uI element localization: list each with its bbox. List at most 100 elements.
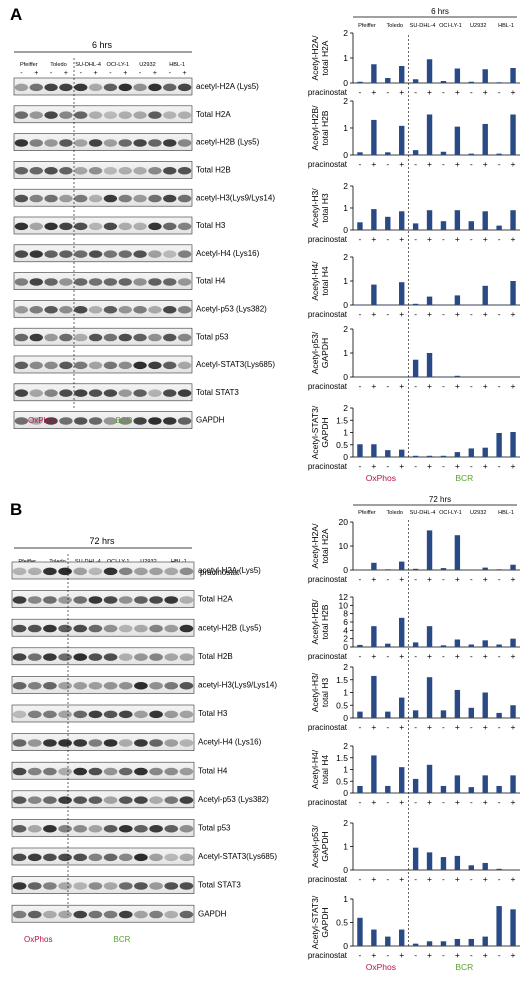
blot-band [88, 167, 103, 175]
x-tick-label: + [399, 461, 404, 471]
x-tick-label: + [455, 574, 460, 584]
chart-cell-line-label: Toledo [387, 510, 403, 516]
blot-band [43, 853, 57, 862]
chart-cell-line-label: U2932 [470, 510, 486, 516]
blot-band [134, 739, 148, 747]
blot-band [163, 389, 177, 397]
x-tick-label: + [455, 234, 460, 244]
y-axis-label: Acetyl-H2A/total H2A [310, 35, 330, 81]
bar [357, 444, 363, 457]
western-blot-panel-b: 72 hrs PfeifferToledoSU-DHL-4OCI-LY-1U29… [11, 536, 277, 944]
blot-band [73, 710, 88, 719]
blot-band [103, 361, 118, 370]
blot-band [177, 361, 192, 370]
x-tick-label: + [371, 234, 376, 244]
x-tick-label: - [359, 234, 362, 244]
blot-band [88, 83, 103, 92]
bar [468, 787, 474, 793]
bar [454, 452, 461, 457]
x-tick-label: - [386, 461, 389, 471]
blot-band [43, 682, 57, 690]
bar [412, 303, 419, 305]
blot-band [88, 710, 103, 719]
bar-chart: 012- + - + - + - + - + - +pracinostatAcetyl-p53/GAP… [308, 324, 520, 391]
blot-band [118, 361, 132, 370]
blot-label: Acetyl-H4 (Lys16) [198, 738, 262, 747]
blot-label: acetyl-H3(Lys9/Lys14) [198, 680, 277, 689]
blot-band [58, 624, 72, 633]
blot-band [118, 825, 133, 833]
y-axis-label: Acetyl-p53/GAPDH [310, 331, 330, 374]
bcr-label: BCR [116, 416, 133, 425]
blot-band [12, 653, 27, 661]
bar [385, 569, 391, 570]
blot-band [58, 682, 72, 690]
bar-chart: 00.51- + - + - + - + - + - +pracinostatAcetyl-STAT3… [308, 894, 520, 960]
x-tick-label: + [483, 234, 488, 244]
bar-chart: 012- + - + - + - + - + - +pracinostatAcetyl-H4/tota… [308, 252, 520, 319]
x-tick-label: - [442, 234, 445, 244]
bar [399, 561, 405, 570]
blot-label: Total H4 [198, 766, 228, 775]
blot-band [163, 278, 177, 286]
chart-time-label: 6 hrs [431, 7, 449, 16]
x-tick-label: - [359, 722, 362, 732]
x-tick-label: + [483, 574, 488, 584]
x-tick-label: + [511, 797, 516, 807]
x-tick-label: + [483, 87, 488, 97]
bar [440, 941, 447, 946]
blot-band [177, 389, 192, 397]
bar [412, 710, 419, 718]
blot-band [43, 653, 57, 661]
x-tick-label: - [386, 797, 389, 807]
x-tick-label: - [470, 722, 473, 732]
x-axis-label: pracinostat [308, 951, 348, 960]
blot-band [73, 882, 88, 890]
blot-band [27, 910, 42, 919]
blot-band [73, 596, 88, 604]
blot-band [134, 653, 148, 661]
blot-band [58, 910, 72, 919]
blot-strip [13, 161, 193, 179]
blot-band [14, 250, 29, 258]
bar [426, 677, 433, 718]
blot-band [148, 139, 162, 147]
blot-band [164, 653, 179, 661]
blot-band [88, 567, 103, 576]
blot-band [149, 910, 163, 919]
bar [454, 68, 461, 83]
blot-strip [11, 790, 195, 809]
bar [440, 455, 447, 457]
bar [412, 847, 419, 870]
x-axis-label: pracinostat [308, 160, 348, 169]
y-tick-label: 0 [343, 78, 348, 88]
bar [440, 857, 447, 870]
blot-band [148, 361, 162, 370]
x-tick-label: - [442, 874, 445, 884]
blot-band [118, 682, 133, 690]
blot-band [27, 624, 42, 633]
x-tick-label: - [442, 87, 445, 97]
x-tick-label: - [359, 651, 362, 661]
y-tick-label: 2 [343, 28, 348, 38]
blot-band [118, 710, 133, 719]
blot-label: Total H2B [198, 652, 233, 661]
blot-band [134, 853, 148, 862]
blot-band [88, 361, 103, 370]
bcr-label: BCR [114, 935, 131, 944]
x-tick-label: + [371, 461, 376, 471]
blot-band [14, 139, 29, 147]
blot-band [29, 139, 43, 147]
bar [510, 638, 516, 647]
x-tick-label: - [442, 950, 445, 960]
blot-band [43, 767, 57, 776]
blot-time-label: 72 hrs [89, 536, 115, 546]
blot-band [149, 796, 163, 804]
x-tick-label: + [427, 874, 432, 884]
x-tick-label: + [483, 797, 488, 807]
blot-band [133, 389, 147, 397]
blot-band [88, 417, 103, 425]
y-tick-label: 1 [343, 53, 348, 63]
y-tick-label: 20 [339, 517, 349, 527]
blot-band [118, 389, 132, 397]
